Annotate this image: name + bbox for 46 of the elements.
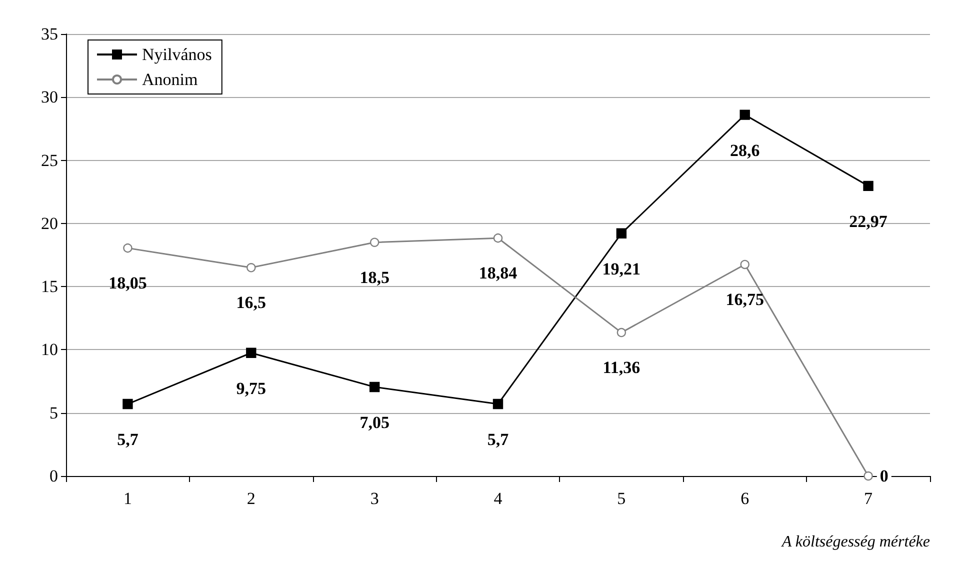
x-tick-label: 4 xyxy=(494,489,503,508)
y-tick-label: 25 xyxy=(41,150,58,170)
data-label: 16,75 xyxy=(726,290,764,310)
y-tick-label: 30 xyxy=(41,88,58,107)
x-tick-label: 5 xyxy=(617,489,626,508)
data-label: 18,84 xyxy=(478,264,518,283)
data-label: 18,5 xyxy=(360,268,390,287)
point xyxy=(122,398,133,410)
data-label: 22,97 xyxy=(849,212,888,232)
point xyxy=(246,348,256,358)
y-tick-label: 0 xyxy=(50,466,58,486)
point xyxy=(740,110,750,120)
y-tick-label: 35 xyxy=(41,24,58,44)
x-tick-label: 3 xyxy=(370,489,379,508)
point xyxy=(616,228,627,239)
point xyxy=(740,260,750,270)
y-tick-label: 10 xyxy=(41,340,58,360)
data-label: 19,21 xyxy=(602,260,641,279)
data-label: 7,05 xyxy=(360,413,390,432)
point xyxy=(369,382,380,392)
data-label: 5,7 xyxy=(117,430,139,450)
data-label: 16,5 xyxy=(236,293,266,312)
legend-label: Nyilvános xyxy=(142,45,212,64)
data-label: 18,05 xyxy=(108,274,147,293)
point xyxy=(123,243,132,253)
point xyxy=(493,233,503,243)
x-tick-label: 6 xyxy=(740,489,750,508)
data-label: 11,36 xyxy=(602,358,640,378)
data-label: 5,7 xyxy=(487,430,510,450)
y-tick-label: 5 xyxy=(50,403,58,422)
point xyxy=(616,328,626,338)
data-label: 9,75 xyxy=(236,378,266,398)
data-label: 0 xyxy=(880,466,888,486)
x-tick-label: 7 xyxy=(864,489,874,508)
point xyxy=(246,263,256,272)
x-axis-title: A költségesség mértéke xyxy=(780,534,930,550)
data-label: 28,6 xyxy=(730,140,760,160)
x-tick-label: 2 xyxy=(246,489,256,508)
point xyxy=(864,471,873,481)
point xyxy=(370,238,380,247)
y-tick-label: 20 xyxy=(41,214,58,233)
point xyxy=(492,398,504,410)
point xyxy=(863,180,874,192)
legend-label: Anonim xyxy=(142,70,198,89)
x-tick-label: 1 xyxy=(123,489,132,508)
y-tick-label: 15 xyxy=(41,277,58,296)
